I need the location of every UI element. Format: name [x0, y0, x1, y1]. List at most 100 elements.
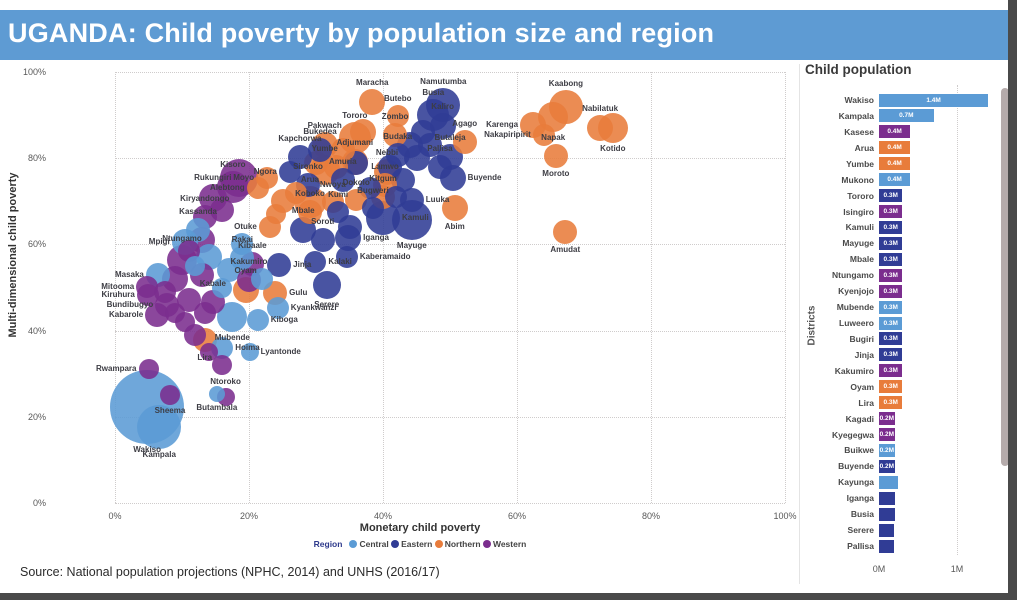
scatter-bubble[interactable] — [265, 204, 286, 225]
bubble-lyantonde[interactable] — [240, 343, 259, 362]
bubble-alebtong[interactable] — [246, 176, 269, 199]
bubble-kabarole[interactable] — [145, 303, 170, 328]
bubble-label: Oyam — [234, 266, 257, 276]
bubble-rwampara[interactable] — [138, 359, 159, 380]
bubble-kiruhura[interactable] — [136, 283, 159, 306]
bubble-kaberamaido[interactable] — [335, 245, 358, 268]
bar-row-label: Mukono — [841, 174, 874, 185]
bar-mukono[interactable]: 0.4M — [879, 173, 911, 187]
bar-yumbe[interactable]: 0.4M — [879, 157, 911, 171]
legend-item-eastern[interactable]: Eastern — [391, 539, 432, 549]
scatter-bubble[interactable] — [154, 280, 177, 303]
bar-lira[interactable]: 0.3M — [879, 396, 903, 410]
bar-kyenjojo[interactable]: 0.3M — [879, 284, 903, 298]
scatter-bubble[interactable] — [194, 302, 217, 325]
bar-arua[interactable]: 0.4M — [879, 141, 911, 155]
scatter-bubble[interactable] — [349, 119, 376, 146]
bar-kakumiro[interactable]: 0.3M — [879, 364, 903, 378]
bar-tororo[interactable]: 0.3M — [879, 189, 903, 203]
bubble-maracha[interactable] — [359, 89, 386, 116]
bubble-amuria[interactable] — [330, 168, 355, 193]
bar-row-label: Isingiro — [843, 206, 874, 217]
bar-isingiro[interactable]: 0.3M — [879, 205, 903, 218]
legend-item-central[interactable]: Central — [349, 539, 389, 549]
bar-row-label: Kasese — [844, 126, 874, 137]
bar-row-label: Mayuge — [842, 238, 874, 249]
bubble-zombo[interactable] — [383, 122, 408, 147]
bar-busia[interactable] — [879, 507, 895, 521]
bar-luweero[interactable]: 0.3M — [879, 316, 903, 330]
bubble-moroto[interactable] — [543, 144, 568, 169]
bar-mayuge[interactable]: 0.3M — [879, 236, 903, 250]
scatter-bubble[interactable] — [251, 267, 274, 290]
bubble-label: Kisoro — [220, 160, 246, 170]
bubble-butambala[interactable] — [208, 385, 225, 402]
bubble-soroti[interactable] — [310, 228, 335, 253]
bubble-kampala[interactable] — [137, 405, 182, 450]
bubble-dokolo[interactable] — [345, 189, 368, 211]
scrollbar-thumb[interactable] — [1001, 88, 1009, 466]
bar-x-tick-label: 1M — [950, 564, 964, 574]
bubble-label: Busia — [422, 88, 445, 98]
bubble-agago[interactable] — [452, 129, 477, 154]
bubble-nabilatuk[interactable] — [587, 115, 614, 142]
bar-pallisa[interactable] — [879, 539, 894, 553]
bar-ntungamo[interactable]: 0.3M — [879, 268, 903, 282]
bar-kyegegwa[interactable]: 0.2M — [879, 428, 895, 442]
bubble-bukedea[interactable] — [308, 138, 333, 162]
bubble-kyankwanzi[interactable] — [266, 297, 289, 320]
bar-mbale[interactable]: 0.3M — [879, 252, 903, 266]
bubble-kumi[interactable] — [327, 201, 350, 224]
bubble-serere[interactable] — [312, 270, 341, 299]
bubble-label: Mbale — [291, 206, 315, 216]
bar-kayunga[interactable] — [879, 475, 898, 489]
bar-value-label: 0.3M — [883, 223, 898, 231]
bar-iganga[interactable] — [879, 491, 895, 505]
bar-wakiso[interactable]: 1.4M — [879, 93, 989, 107]
bubble-sheema[interactable] — [159, 384, 180, 405]
bubble-label: Kiruhura — [101, 289, 135, 299]
bar-jinja[interactable]: 0.3M — [879, 348, 903, 362]
bubble-pallisa[interactable] — [427, 155, 452, 180]
scatter-bubble[interactable] — [284, 181, 307, 204]
bar-kagadi[interactable]: 0.2M — [879, 412, 895, 426]
bubble-butebo[interactable] — [386, 104, 409, 127]
scatter-bubble[interactable] — [231, 233, 254, 256]
scatter-bubble[interactable] — [175, 311, 196, 332]
bubble-label: Kaabong — [548, 78, 584, 88]
bar-row-label: Buyende — [838, 461, 874, 472]
scatter-bubble[interactable] — [212, 277, 233, 298]
bubble-nakapiripirit[interactable] — [532, 123, 555, 146]
bubble-budaka[interactable] — [385, 143, 410, 168]
legend-item-western[interactable]: Western — [482, 539, 526, 549]
bubble-kiboga[interactable] — [246, 308, 269, 331]
bar-serere[interactable] — [879, 523, 894, 537]
bar-kamuli[interactable]: 0.3M — [879, 220, 903, 234]
bar-row-label: Kakumiro — [834, 365, 874, 376]
bar-bugiri[interactable]: 0.3M — [879, 332, 903, 346]
y-axis-title: Multi-dimensional child poverty — [7, 172, 19, 338]
legend-item-northern[interactable]: Northern — [434, 539, 481, 549]
scatter-bubble[interactable] — [417, 133, 442, 158]
scatter-bubble[interactable] — [199, 343, 218, 362]
bubble-kassanda[interactable] — [186, 218, 211, 243]
bar-row-label: Mbale — [849, 254, 874, 265]
bar-buikwe[interactable]: 0.2M — [879, 443, 895, 457]
bar-kasese[interactable]: 0.4M — [879, 125, 911, 139]
bubble-ngora[interactable] — [278, 160, 301, 183]
scatter-bubble[interactable] — [212, 355, 233, 376]
scatter-bubble[interactable] — [385, 185, 408, 208]
bar-buyende[interactable]: 0.2M — [879, 459, 895, 473]
bar-oyam[interactable]: 0.3M — [879, 380, 903, 394]
bar-kampala[interactable]: 0.7M — [879, 109, 934, 123]
bubble-amudat[interactable] — [553, 219, 578, 244]
bubble-bugweri[interactable] — [361, 197, 384, 220]
gridline-horizontal — [115, 503, 785, 504]
bubble-koboko[interactable] — [297, 200, 322, 225]
bubble-abim[interactable] — [441, 195, 468, 222]
bubble-kalaki[interactable] — [304, 251, 327, 274]
bar-mubende[interactable]: 0.3M — [879, 300, 903, 314]
bar-row-label: Yumbe — [846, 158, 874, 169]
scatter-bubble[interactable] — [185, 255, 206, 276]
